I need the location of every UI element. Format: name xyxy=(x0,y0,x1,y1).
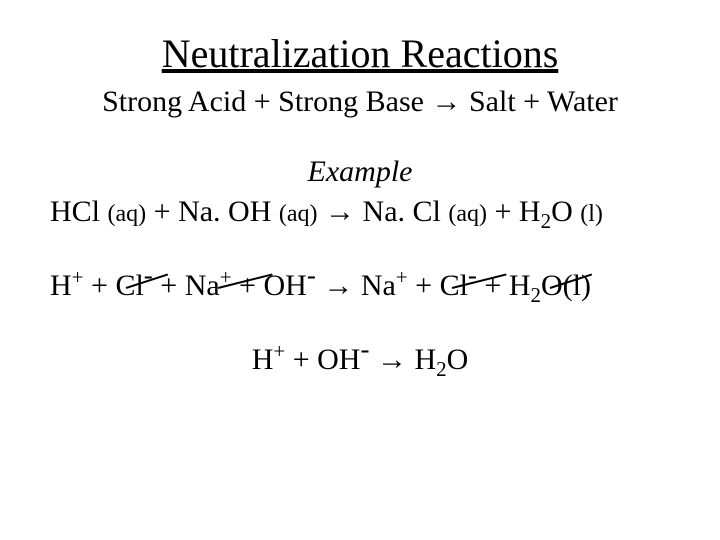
eq3-h: H xyxy=(252,343,274,376)
eq3-plus-oh: + OH xyxy=(285,343,360,376)
eq2-oh: OH xyxy=(263,269,306,302)
eq1-hcl: HCl xyxy=(50,195,108,228)
eq2-clminus2: - xyxy=(468,260,477,290)
eq1-state-aq3: (aq) xyxy=(448,201,487,227)
general-equation: Strong Acid + Strong Base → Salt + Water xyxy=(50,85,670,119)
eq1-naoh: + Na. OH xyxy=(146,195,279,228)
eq2-hplus: + xyxy=(72,265,84,289)
eq1-state-aq1: (aq) xyxy=(108,201,147,227)
arrow-icon: → xyxy=(432,85,462,118)
eq2-cl2: Cl xyxy=(440,269,468,302)
eq2-sub2: 2 xyxy=(531,283,542,307)
eq1-nacl: Na. Cl xyxy=(355,195,448,228)
eq2-plus1: + xyxy=(84,269,116,302)
arrow-icon: → xyxy=(325,195,355,228)
eq1-o: O xyxy=(551,195,580,228)
eq1-sub2: 2 xyxy=(541,209,552,233)
eq2-h2: H xyxy=(509,269,531,302)
subtitle-left: Strong Acid + Strong Base xyxy=(102,85,431,118)
molecular-equation: HCl (aq) + Na. OH (aq) → Na. Cl (aq) + H… xyxy=(50,195,670,229)
slide: Neutralization Reactions Strong Acid + S… xyxy=(0,0,720,540)
eq2-clminus: - xyxy=(144,260,153,290)
eq2-na2: Na xyxy=(361,269,396,302)
eq1-state-aq2: (aq) xyxy=(279,201,318,227)
arrow-icon: → xyxy=(316,269,361,302)
eq1-state-l: (l) xyxy=(580,201,603,227)
eq3-sub2: 2 xyxy=(436,357,447,381)
eq2-naplus: + xyxy=(220,265,232,289)
eq3-o: O xyxy=(447,343,469,376)
eq2-ol: O(l) xyxy=(541,269,591,302)
eq3-h2: H xyxy=(414,343,436,376)
eq1-h: + H xyxy=(487,195,541,228)
complete-ionic-equation: H+ + Cl- + Na+ + OH- → Na+ + Cl- + H2O(l… xyxy=(50,269,670,303)
eq2-plus3: + xyxy=(232,269,264,302)
slide-title: Neutralization Reactions xyxy=(50,30,670,77)
eq2-naplus2: + xyxy=(396,265,408,289)
subtitle-right: Salt + Water xyxy=(462,85,618,118)
eq2-ohminus: - xyxy=(307,260,316,290)
arrow-icon: → xyxy=(369,343,414,376)
example-label: Example xyxy=(50,155,670,189)
eq2-h: H xyxy=(50,269,72,302)
eq2-plus5: + xyxy=(477,269,509,302)
eq3-hplus: + xyxy=(273,339,285,363)
net-ionic-equation: H+ + OH- → H2O xyxy=(50,343,670,377)
eq2-plus2: + xyxy=(153,269,185,302)
eq2-plus4: + xyxy=(408,269,440,302)
eq1-sp xyxy=(318,195,326,228)
eq2-na: Na xyxy=(185,269,220,302)
eq2-cl: Cl xyxy=(115,269,143,302)
